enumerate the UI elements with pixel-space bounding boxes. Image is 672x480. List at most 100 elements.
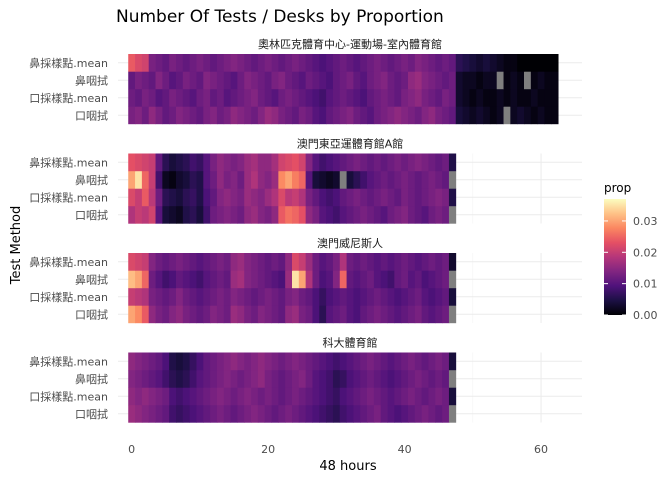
- legend-ticks: 0.00 0.01 0.02 0.03: [604, 215, 658, 322]
- heatmap-cell: [414, 54, 423, 72]
- heatmap-cell: [141, 305, 150, 324]
- heatmap-cell: [373, 171, 382, 189]
- heatmap-cell: [414, 288, 423, 306]
- heatmap-cell: [298, 54, 307, 72]
- heatmap-cell: [257, 387, 266, 406]
- heatmap-cell: [182, 405, 191, 423]
- heatmap-cell: [401, 305, 409, 324]
- heatmap-cell: [360, 405, 368, 423]
- heatmap-cell: [298, 153, 307, 172]
- heatmap-cell: [435, 188, 443, 207]
- heatmap-cell: [216, 253, 225, 271]
- heatmap-cell: [353, 71, 361, 90]
- heatmap-cell: [210, 305, 218, 324]
- heatmap-cell: [216, 188, 225, 207]
- heatmap-cell: [312, 188, 320, 207]
- heatmap-cell: [448, 405, 457, 423]
- heatmap-cell: [264, 71, 272, 90]
- heatmap-cell: [169, 288, 177, 306]
- heatmap-cell: [387, 188, 395, 207]
- heatmap-cell: [353, 153, 361, 172]
- heatmap-cell: [244, 352, 252, 371]
- heatmap-cell: [210, 288, 218, 306]
- heatmap-cell: [292, 352, 300, 371]
- heatmap-cell: [135, 54, 143, 72]
- heatmap-cell: [380, 352, 388, 371]
- heatmap-cell: [251, 106, 259, 125]
- heatmap-cell: [264, 188, 272, 207]
- heatmap-cell: [135, 106, 143, 125]
- heatmap-cell: [176, 153, 184, 172]
- heatmap-cell: [469, 71, 477, 90]
- heatmap-cell: [346, 387, 354, 406]
- heatmap-cell: [312, 71, 320, 90]
- heatmap-cell: [339, 71, 347, 90]
- heatmap-cell: [189, 253, 197, 271]
- heatmap-cell: [394, 54, 402, 72]
- heatmap-cell: [421, 54, 429, 72]
- heatmap-cell: [128, 188, 136, 207]
- heatmap-cell: [428, 54, 436, 72]
- heatmap-cell: [196, 288, 204, 306]
- heatmap-cell: [401, 153, 409, 172]
- heatmap-cell: [401, 171, 409, 189]
- heatmap-cell: [524, 106, 532, 125]
- heatmap-cell: [135, 71, 143, 90]
- heatmap-cell: [414, 405, 423, 423]
- heatmap-cell: [271, 405, 279, 423]
- heatmap-cell: [319, 54, 327, 72]
- heatmap-cell: [346, 54, 354, 72]
- heatmap-cell: [360, 71, 368, 90]
- heatmap-cell: [353, 188, 361, 207]
- heatmap-cell: [216, 288, 225, 306]
- heatmap-cell: [223, 206, 231, 224]
- heatmap-cell: [367, 206, 375, 224]
- heatmap-cell: [162, 54, 170, 72]
- heatmap-cell: [148, 54, 156, 72]
- heatmap-cell: [455, 54, 463, 72]
- heatmap-cell: [216, 171, 225, 189]
- heatmap-cell: [176, 71, 184, 90]
- heatmap-cell: [298, 206, 307, 224]
- heatmap-cell: [360, 171, 368, 189]
- heatmap-cell: [401, 253, 409, 271]
- heatmap-cell: [223, 288, 231, 306]
- heatmap-cell: [182, 71, 191, 90]
- heatmap-cell: [408, 352, 416, 371]
- heatmap-cell: [251, 89, 259, 107]
- heatmap-cell: [244, 305, 252, 324]
- heatmap-cell: [319, 352, 327, 371]
- heatmap-cell: [421, 71, 429, 90]
- heatmap-cell: [203, 370, 211, 388]
- heatmap-cell: [230, 370, 238, 388]
- heatmap-cell: [380, 387, 388, 406]
- heatmap-cell: [394, 106, 402, 125]
- heatmap-cell: [448, 253, 457, 271]
- heatmap-cell: [401, 54, 409, 72]
- heatmap-row: [128, 188, 457, 207]
- heatmap-cell: [135, 89, 143, 107]
- heatmap-cell: [216, 387, 225, 406]
- heatmap-cell: [408, 206, 416, 224]
- heatmap-cell: [216, 370, 225, 388]
- heatmap-cell: [230, 153, 238, 172]
- heatmap-cell: [353, 54, 361, 72]
- heatmap-cell: [169, 253, 177, 271]
- heatmap-cell: [387, 153, 395, 172]
- heatmap-cell: [373, 270, 382, 289]
- heatmap-cell: [319, 153, 327, 172]
- y-tick-label: 鼻採樣點.mean: [29, 354, 108, 368]
- heatmap-cell: [305, 188, 313, 207]
- heatmap-cell: [189, 171, 197, 189]
- heatmap-cell: [476, 106, 484, 125]
- heatmap-cell: [373, 387, 382, 406]
- heatmap-cell: [169, 171, 177, 189]
- heatmap-cell: [408, 106, 416, 125]
- heatmap-cell: [223, 405, 231, 423]
- heatmap-cell: [442, 405, 450, 423]
- heatmap-cell: [428, 171, 436, 189]
- heatmap-cell: [401, 89, 409, 107]
- heatmap-cell: [360, 352, 368, 371]
